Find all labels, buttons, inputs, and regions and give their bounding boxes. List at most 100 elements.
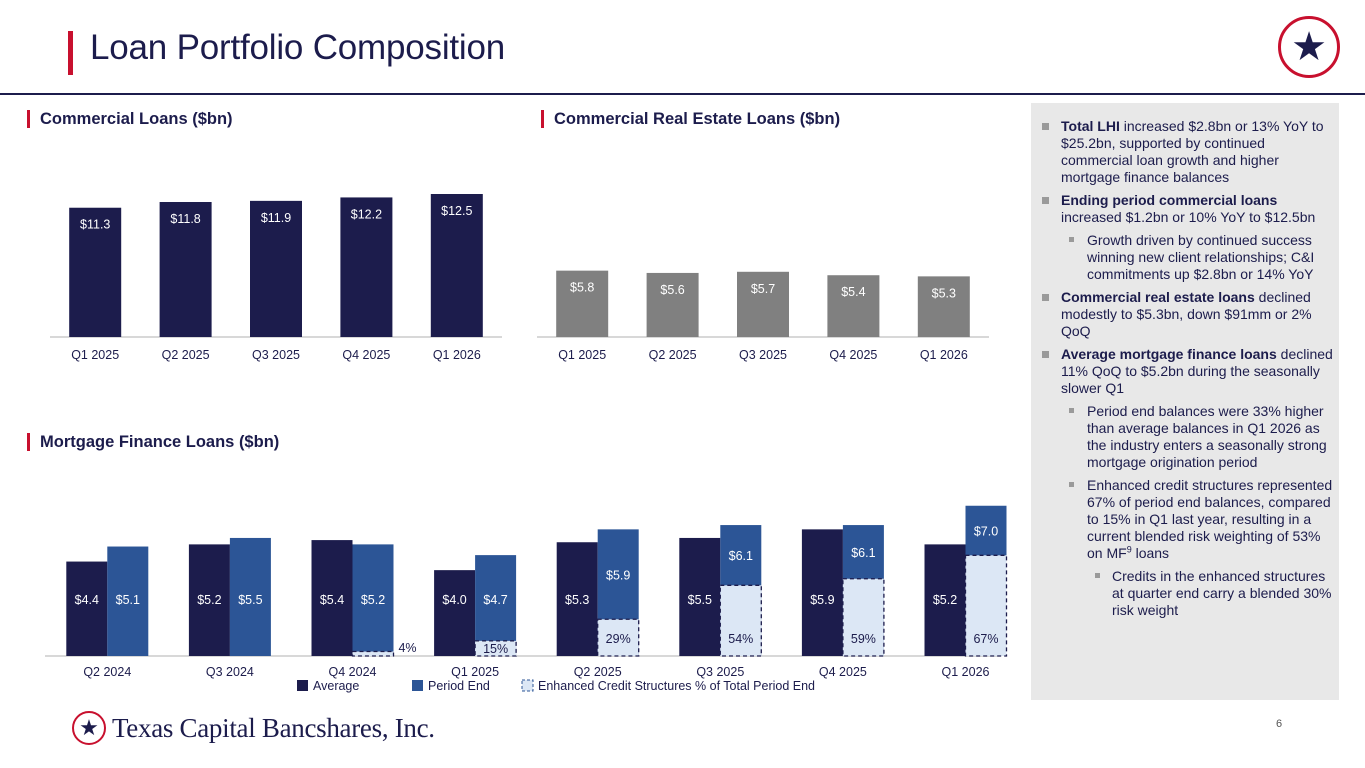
bar <box>250 200 302 337</box>
bullet-square-icon <box>1042 351 1049 358</box>
x-tick-label: Q1 2026 <box>433 348 481 362</box>
x-tick-label: Q4 2025 <box>819 665 867 679</box>
bar <box>646 272 699 337</box>
x-tick-label: Q4 2025 <box>829 348 877 362</box>
bullet-bold-text: Total LHI <box>1061 118 1120 134</box>
section-title-mortgage: Mortgage Finance Loans ($bn) <box>27 433 279 451</box>
bullet-text: Growth driven by continued success winni… <box>1087 232 1315 282</box>
period-end-value-label: $5.1 <box>116 593 140 607</box>
enhanced-percent-label: 15% <box>483 642 508 656</box>
period-end-bar <box>229 537 271 656</box>
x-tick-label: Q3 2024 <box>206 665 254 679</box>
enhanced-structure-segment <box>842 578 885 657</box>
average-bar <box>66 561 108 656</box>
bar-value-label: $12.5 <box>441 204 472 218</box>
x-tick-label: Q4 2025 <box>342 348 390 362</box>
bullet-square-icon <box>1069 408 1074 413</box>
bar <box>917 276 970 337</box>
enhanced-percent-label: 29% <box>606 632 631 646</box>
enhanced-structure-segment <box>597 618 640 657</box>
mortgage-finance-chart: $4.4 $5.1 Q2 2024 $5.2 $5.5 Q3 2024 $5.4 $5.2 4%… <box>45 505 1008 693</box>
average-bar <box>434 570 476 656</box>
legend-average-swatch <box>297 680 308 691</box>
bullet-item: Growth driven by continued success winni… <box>1042 232 1334 283</box>
legend-average-label: Average <box>313 679 359 693</box>
x-tick-label: Q2 2025 <box>162 348 210 362</box>
x-tick-label: Q1 2026 <box>942 665 990 679</box>
average-value-label: $4.4 <box>75 593 99 607</box>
bullet-bold-text: Ending period commercial loans <box>1061 192 1278 208</box>
x-tick-label: Q2 2025 <box>574 665 622 679</box>
period-end-value-label: $5.5 <box>238 593 262 607</box>
average-value-label: $5.3 <box>565 593 589 607</box>
enhanced-percent-label: 54% <box>728 632 753 646</box>
bullet-text: Enhanced credit structures represented 6… <box>1087 477 1333 561</box>
commentary-bullets: Total LHI increased $2.8bn or 13% YoY to… <box>1042 118 1334 625</box>
period-end-bar <box>107 546 149 656</box>
bar <box>556 270 609 337</box>
period-end-bar <box>352 544 394 656</box>
footer-logo: ★ Texas Capital Bancshares, Inc. <box>72 711 435 745</box>
footnote-superscript: 9 <box>1126 544 1132 555</box>
bullet-item: Commercial real estate loans declined mo… <box>1042 289 1334 340</box>
bullet-item: Average mortgage finance loans declined … <box>1042 346 1334 397</box>
average-bar <box>924 544 966 656</box>
bullet-text: increased $2.8bn or 13% YoY to $25.2bn, … <box>1061 118 1324 185</box>
footer-star-icon: ★ <box>72 711 106 745</box>
enhanced-structure-segment <box>474 640 517 657</box>
bar-value-label: $5.3 <box>932 286 956 300</box>
bar-value-label: $11.8 <box>170 212 200 226</box>
x-tick-label: Q2 2024 <box>83 665 131 679</box>
enhanced-structure-segment <box>964 554 1008 657</box>
enhanced-percent-label: 59% <box>851 632 876 646</box>
period-end-value-label: $5.9 <box>606 568 630 582</box>
legend-period-end-label: Period End <box>428 679 490 693</box>
bullet-item: Enhanced credit structures represented 6… <box>1042 477 1334 562</box>
bullet-square-icon <box>1069 237 1074 242</box>
x-tick-label: Q3 2025 <box>252 348 300 362</box>
bar-value-label: $11.9 <box>261 211 291 225</box>
average-value-label: $5.4 <box>320 593 344 607</box>
average-value-label: $5.9 <box>810 593 834 607</box>
bullet-text: Period end balances were 33% higher than… <box>1087 403 1327 470</box>
bar-value-label: $5.6 <box>660 283 684 297</box>
bullet-text-tail: loans <box>1131 545 1170 561</box>
bar-value-label: $5.7 <box>751 282 775 296</box>
average-bar <box>679 537 721 656</box>
average-value-label: $4.0 <box>442 593 466 607</box>
bullet-square-icon <box>1042 294 1049 301</box>
average-bar <box>188 544 230 656</box>
x-tick-label: Q1 2026 <box>920 348 968 362</box>
bullet-text: declined 11% QoQ to $5.2bn during the se… <box>1061 346 1333 396</box>
period-end-value-label: $4.7 <box>483 593 507 607</box>
bullet-square-icon <box>1042 197 1049 204</box>
x-tick-label: Q4 2024 <box>329 665 377 679</box>
bar <box>159 202 212 337</box>
bullet-square-icon <box>1042 123 1049 130</box>
average-bar <box>801 529 843 656</box>
x-tick-label: Q3 2025 <box>696 665 744 679</box>
bar <box>430 194 483 337</box>
star-logo-icon: ★ <box>1278 16 1340 78</box>
period-end-value-label: $6.1 <box>851 546 875 560</box>
bullet-bold-text: Average mortgage finance loans <box>1061 346 1277 362</box>
cre-loans-chart: $5.8 Q1 2025 $5.6 Q2 2025 $5.7 Q3 2025 $5.4 Q4 … <box>537 270 989 362</box>
bullet-item: Ending period commercial loans increased… <box>1042 192 1334 226</box>
bullet-text: increased $1.2bn or 10% YoY to $12.5bn <box>1061 209 1316 225</box>
legend-enhanced-swatch <box>521 679 534 692</box>
company-name: Texas Capital Bancshares, Inc. <box>112 712 435 743</box>
bar-value-label: $5.8 <box>570 281 594 295</box>
bullet-item: Period end balances were 33% higher than… <box>1042 403 1334 471</box>
period-end-bar <box>475 555 517 656</box>
page-title: Loan Portfolio Composition <box>90 28 506 67</box>
average-value-label: $5.2 <box>933 593 957 607</box>
average-bar <box>556 542 598 656</box>
average-value-label: $5.5 <box>688 593 712 607</box>
bullet-text: Credits in the enhanced structures at qu… <box>1112 568 1332 618</box>
bar <box>69 207 122 337</box>
enhanced-percent-label: 67% <box>973 632 998 646</box>
bar-value-label: $12.2 <box>351 207 382 221</box>
bullet-text: declined modestly to $5.3bn, down $91mm … <box>1061 289 1312 339</box>
enhanced-structure-segment <box>719 584 762 657</box>
x-tick-label: Q1 2025 <box>71 348 119 362</box>
